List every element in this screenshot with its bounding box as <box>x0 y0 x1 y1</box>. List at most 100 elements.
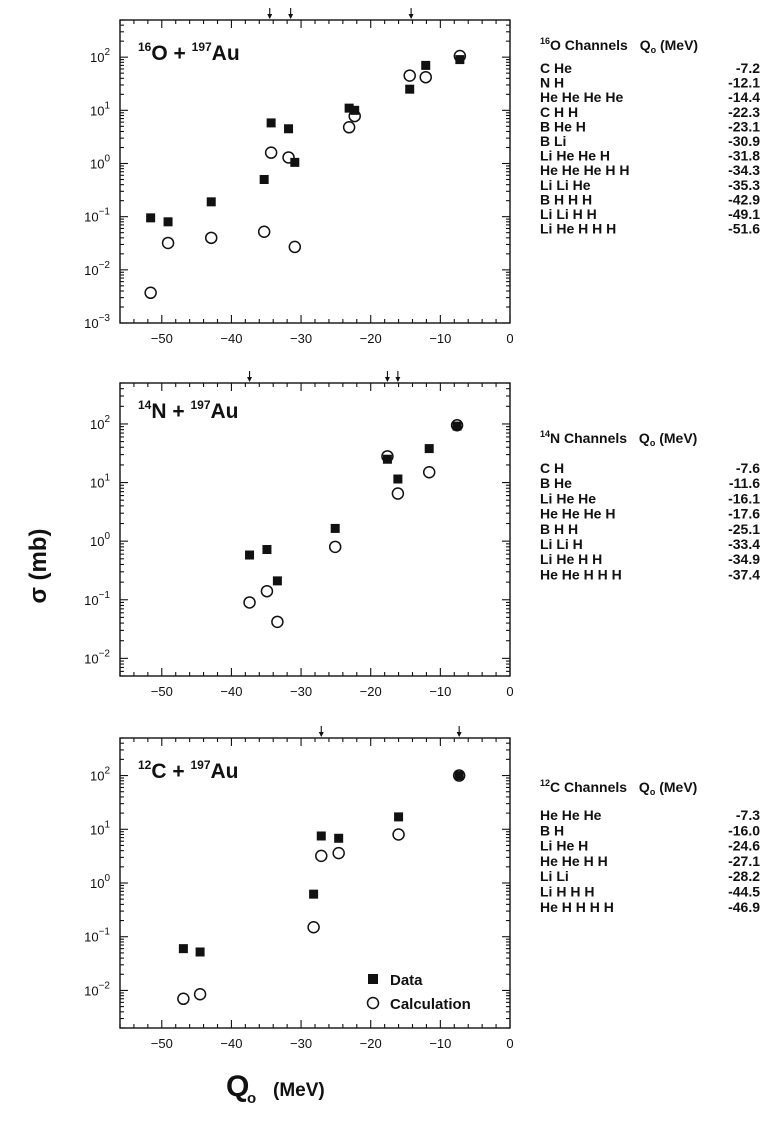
data-point <box>284 124 294 134</box>
channel-q-value: -37.4 <box>728 566 760 582</box>
channel-q-value: -31.8 <box>728 148 760 164</box>
y-tick-label: 10−2 <box>84 980 110 998</box>
data-point <box>163 217 173 227</box>
x-tick-label: −40 <box>220 684 242 699</box>
calculation-point <box>328 540 342 554</box>
x-tick-label: −50 <box>151 1036 173 1051</box>
data-point <box>424 444 434 454</box>
data-point <box>245 550 255 560</box>
data-point <box>262 545 272 555</box>
y-tick-label: 101 <box>90 100 110 118</box>
channel-name: He He H H H <box>540 566 622 582</box>
y-tick-label: 102 <box>90 414 110 432</box>
data-point <box>195 947 205 957</box>
calculation-point <box>342 121 356 134</box>
channel-name: B He H <box>540 118 586 134</box>
channel-q-value: -24.6 <box>728 838 760 854</box>
channel-q-value: -7.2 <box>736 60 760 76</box>
channel-q-value: -42.9 <box>728 191 760 207</box>
x-tick-label: −10 <box>429 331 451 346</box>
data-point <box>421 60 431 70</box>
channel-name: B H <box>540 822 564 838</box>
panel-O16: −50 −40 −30 −20 −10 0 10−3 10−2 10−1 100 101 102 16O… <box>84 8 760 346</box>
channel-name: Li Li <box>540 868 569 884</box>
x-axis-label-sub: o <box>247 1090 256 1107</box>
channel-q-value: -44.5 <box>728 884 760 900</box>
y-tick-label: 10−3 <box>84 313 110 331</box>
channel-name: He He He He <box>540 89 623 105</box>
channel-q-value: -25.1 <box>728 521 760 537</box>
x-axis-label-unit: (MeV) <box>273 1080 325 1101</box>
channel-q-value: -11.6 <box>729 475 760 491</box>
channel-q-value: -35.3 <box>728 177 760 193</box>
data-point <box>272 576 282 586</box>
calculation-point <box>307 921 320 934</box>
threshold-arrow-head <box>247 377 253 382</box>
threshold-arrow-head <box>318 732 324 737</box>
y-tick-label: 10−2 <box>84 260 110 278</box>
data-point <box>259 175 269 185</box>
channel-name: He He He H H <box>540 162 629 178</box>
channel-name: C He <box>540 60 572 76</box>
x-tick-label: 0 <box>506 684 513 699</box>
data-point <box>454 771 464 781</box>
channel-q-value: -7.3 <box>736 807 760 823</box>
data-point <box>178 944 188 954</box>
y-axis-label: σ (mb) <box>25 528 52 603</box>
y-tick-label: 10−1 <box>84 207 110 225</box>
legend-calc-marker <box>366 996 380 1010</box>
x-axis-label-q: Q <box>226 1070 249 1103</box>
data-point <box>330 523 340 533</box>
panel-title: 14N + 197Au <box>138 398 239 423</box>
x-tick-label: −20 <box>360 684 382 699</box>
x-tick-label: −30 <box>290 331 312 346</box>
calculation-point <box>453 49 467 63</box>
data-point <box>334 833 344 843</box>
channel-name: Li He H H <box>540 551 602 567</box>
y-tick-label: 10−1 <box>84 927 110 945</box>
data-point <box>394 812 404 822</box>
channel-table: 12C Channels Qo (MeV) He He He -7.3 B H -16.… <box>540 778 760 915</box>
calculation-point <box>381 450 394 463</box>
channel-name: C H H <box>540 104 578 120</box>
panels: −50 −40 −30 −20 −10 0 10−3 10−2 10−1 100 101 102 16O… <box>84 8 760 1051</box>
y-tick-label: 102 <box>90 766 110 784</box>
data-point <box>316 831 326 841</box>
calculation-point <box>193 987 207 1001</box>
y-tick-label: 101 <box>90 819 110 837</box>
channel-name: N H <box>540 75 564 91</box>
channel-table-header: 16O Channels Qo (MeV) <box>540 36 698 55</box>
calculation-point <box>161 236 175 250</box>
calculation-point <box>332 846 345 860</box>
x-tick-label: 0 <box>506 331 513 346</box>
calculation-point <box>403 69 416 82</box>
channel-table: 14N Channels Qo (MeV) C H -7.6 B He -11.6 Li … <box>540 429 760 582</box>
data-point <box>405 84 415 94</box>
channel-q-value: -30.9 <box>728 133 760 149</box>
data-point <box>309 889 319 899</box>
calculation-point <box>392 828 405 841</box>
calculation-point <box>204 231 218 245</box>
plot-frame <box>119 19 511 324</box>
channel-q-value: -46.9 <box>728 899 760 915</box>
channel-q-value: -23.1 <box>728 118 760 134</box>
calculation-point <box>419 70 432 84</box>
channel-name: He He He H <box>540 506 615 522</box>
calculation-point <box>177 992 190 1006</box>
legend-data-marker <box>368 974 378 984</box>
channel-q-value: -16.1 <box>728 490 760 506</box>
channel-name: Li He He H <box>540 148 610 164</box>
channel-name: Li He He <box>540 490 596 506</box>
channel-q-value: -28.2 <box>728 868 760 884</box>
data-point <box>146 213 156 223</box>
channel-name: B He <box>540 475 572 491</box>
channel-q-value: -34.9 <box>728 551 760 567</box>
channel-q-value: -14.4 <box>728 89 760 105</box>
data-point <box>452 421 462 431</box>
legend-calc-label: Calculation <box>390 996 471 1013</box>
channel-table: 16O Channels Qo (MeV) C He -7.2 N H -12.1 He … <box>540 36 760 237</box>
channel-q-value: -22.3 <box>728 104 760 120</box>
calculation-point <box>422 465 436 479</box>
data-point <box>290 157 300 167</box>
